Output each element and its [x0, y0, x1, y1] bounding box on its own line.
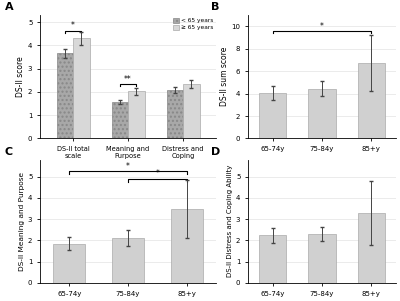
Bar [170, 209, 203, 283]
Text: D: D [211, 147, 220, 157]
Text: **: ** [124, 75, 132, 84]
Bar [166, 90, 183, 138]
Bar [128, 92, 144, 138]
Text: *: * [155, 169, 159, 178]
Text: A: A [5, 2, 14, 12]
Y-axis label: DS-II sum score: DS-II sum score [220, 47, 228, 107]
Text: *: * [126, 162, 130, 171]
Y-axis label: DS-II score: DS-II score [16, 56, 25, 97]
Bar [308, 234, 336, 283]
Bar [112, 238, 144, 283]
Bar [112, 102, 128, 138]
Text: B: B [211, 2, 219, 12]
Bar [56, 54, 73, 138]
Bar [358, 213, 385, 283]
Legend: < 65 years, ≥ 65 years: < 65 years, ≥ 65 years [173, 18, 213, 30]
Bar [259, 235, 286, 283]
Bar [259, 93, 286, 138]
Bar [53, 244, 86, 283]
Bar [308, 88, 336, 138]
Text: *: * [320, 22, 324, 30]
Bar [358, 63, 385, 138]
Text: C: C [5, 147, 13, 157]
Bar [73, 38, 90, 138]
Y-axis label: DS-II Distress and Coping Ability: DS-II Distress and Coping Ability [227, 165, 233, 278]
Text: *: * [71, 21, 75, 30]
Y-axis label: DS-II Meaning and Purpose: DS-II Meaning and Purpose [19, 172, 25, 271]
Bar [183, 84, 200, 138]
